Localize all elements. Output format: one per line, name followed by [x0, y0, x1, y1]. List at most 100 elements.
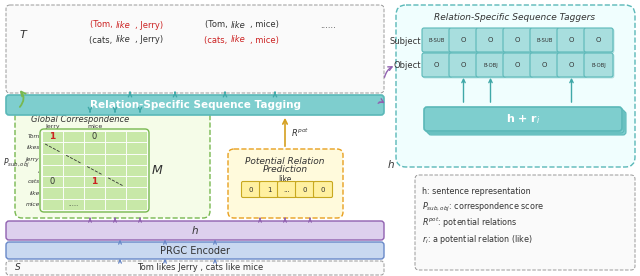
Text: PRGC Encoder: PRGC Encoder: [160, 245, 230, 256]
Text: 0: 0: [321, 187, 325, 192]
FancyBboxPatch shape: [476, 53, 505, 77]
Text: $P_{sub,obj}$: correspondence score: $P_{sub,obj}$: correspondence score: [422, 200, 544, 214]
FancyBboxPatch shape: [557, 53, 586, 77]
Text: (cats,: (cats,: [204, 36, 230, 44]
Text: 1: 1: [92, 177, 98, 186]
Bar: [126, 187, 147, 199]
FancyBboxPatch shape: [314, 182, 333, 198]
Bar: [105, 142, 126, 153]
Text: Relation-Specific Sequence Taggers: Relation-Specific Sequence Taggers: [435, 14, 596, 23]
FancyBboxPatch shape: [584, 53, 613, 77]
FancyBboxPatch shape: [428, 111, 626, 135]
Text: $r_i$: a potential relation (like): $r_i$: a potential relation (like): [422, 232, 532, 245]
Text: B-OBJ: B-OBJ: [591, 62, 606, 68]
Text: Object: Object: [394, 62, 421, 70]
Bar: [84, 199, 105, 210]
FancyBboxPatch shape: [503, 53, 532, 77]
Text: 1: 1: [49, 132, 56, 141]
Bar: [105, 187, 126, 199]
Bar: [63, 142, 84, 153]
Text: $R^{pot}$: $R^{pot}$: [291, 127, 309, 139]
Text: ......: ......: [320, 20, 336, 30]
Text: like: like: [278, 174, 292, 184]
Text: Potential Relation: Potential Relation: [245, 156, 324, 166]
Text: Prediction: Prediction: [262, 166, 308, 174]
FancyBboxPatch shape: [241, 182, 260, 198]
Text: 0: 0: [303, 187, 307, 192]
Text: , Jerry): , Jerry): [135, 36, 163, 44]
Text: (Tom,: (Tom,: [90, 20, 115, 30]
Bar: [63, 131, 84, 142]
Bar: [105, 131, 126, 142]
Text: O: O: [515, 37, 520, 43]
FancyBboxPatch shape: [558, 29, 587, 53]
FancyBboxPatch shape: [531, 54, 560, 78]
FancyBboxPatch shape: [530, 28, 559, 52]
Bar: [84, 142, 105, 153]
Bar: [42, 131, 63, 142]
Text: O: O: [596, 37, 601, 43]
FancyBboxPatch shape: [477, 29, 506, 53]
FancyBboxPatch shape: [531, 29, 560, 53]
Text: O: O: [461, 37, 466, 43]
Bar: [126, 153, 147, 165]
FancyBboxPatch shape: [396, 5, 635, 167]
FancyBboxPatch shape: [422, 28, 451, 52]
Text: Relation-Specific Sequence Tagging: Relation-Specific Sequence Tagging: [90, 100, 301, 110]
Bar: [84, 131, 105, 142]
Bar: [42, 176, 63, 187]
Text: likes: likes: [27, 145, 40, 150]
Bar: [84, 187, 105, 199]
Bar: [63, 176, 84, 187]
FancyBboxPatch shape: [6, 242, 384, 259]
Text: O: O: [461, 62, 466, 68]
Text: 0: 0: [50, 177, 55, 186]
Bar: [84, 176, 105, 187]
FancyBboxPatch shape: [6, 221, 384, 240]
Text: h: h: [388, 160, 395, 170]
Text: 0: 0: [249, 187, 253, 192]
Text: ...: ...: [284, 187, 291, 192]
Bar: [63, 199, 84, 210]
Bar: [63, 153, 84, 165]
FancyBboxPatch shape: [423, 29, 452, 53]
Text: , Jerry): , Jerry): [135, 20, 163, 30]
Bar: [42, 199, 63, 210]
Text: (cats,: (cats,: [89, 36, 115, 44]
Bar: [126, 176, 147, 187]
Bar: [105, 165, 126, 176]
Bar: [63, 165, 84, 176]
FancyBboxPatch shape: [530, 53, 559, 77]
FancyBboxPatch shape: [557, 28, 586, 52]
Text: Global Correspondence: Global Correspondence: [31, 115, 129, 123]
FancyBboxPatch shape: [424, 107, 622, 131]
Text: like: like: [116, 20, 131, 30]
Text: M: M: [152, 164, 163, 177]
Bar: [42, 142, 63, 153]
Text: Jerry: Jerry: [26, 157, 40, 162]
FancyBboxPatch shape: [296, 182, 314, 198]
FancyBboxPatch shape: [476, 28, 505, 52]
Text: ,: ,: [38, 168, 40, 173]
Text: h + r$_i$: h + r$_i$: [506, 112, 540, 126]
FancyBboxPatch shape: [6, 261, 384, 275]
Bar: [63, 187, 84, 199]
FancyBboxPatch shape: [585, 54, 614, 78]
FancyBboxPatch shape: [259, 182, 278, 198]
FancyBboxPatch shape: [503, 28, 532, 52]
FancyBboxPatch shape: [449, 28, 478, 52]
FancyBboxPatch shape: [450, 54, 479, 78]
Text: like: like: [29, 190, 40, 196]
FancyBboxPatch shape: [423, 54, 452, 78]
Bar: [42, 153, 63, 165]
FancyBboxPatch shape: [477, 54, 506, 78]
Bar: [84, 153, 105, 165]
FancyBboxPatch shape: [278, 182, 296, 198]
FancyBboxPatch shape: [228, 149, 343, 218]
FancyBboxPatch shape: [584, 28, 613, 52]
FancyBboxPatch shape: [558, 54, 587, 78]
Text: (Tom,: (Tom,: [205, 20, 230, 30]
Bar: [105, 153, 126, 165]
FancyBboxPatch shape: [6, 95, 384, 115]
FancyBboxPatch shape: [585, 29, 614, 53]
